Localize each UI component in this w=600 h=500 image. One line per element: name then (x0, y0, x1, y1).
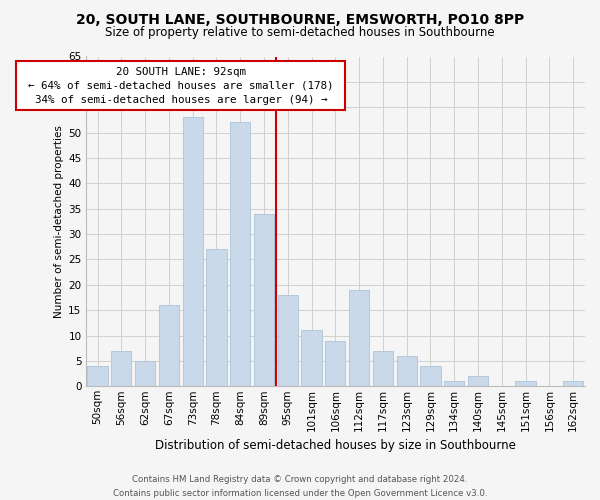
Bar (301, 330, 322, 386)
Text: Size of property relative to semi-detached houses in Southbourne: Size of property relative to semi-detach… (105, 26, 495, 39)
Text: Contains HM Land Registry data © Crown copyright and database right 2024.
Contai: Contains HM Land Registry data © Crown c… (113, 476, 487, 498)
Bar (254, 214, 274, 386)
Bar (88, 366, 107, 386)
Bar (111, 351, 131, 386)
Bar (349, 290, 369, 386)
Bar (397, 356, 417, 386)
Bar (325, 340, 346, 386)
Text: 20 SOUTH LANE: 92sqm  
← 64% of semi-detached houses are smaller (178)
  34% of : 20 SOUTH LANE: 92sqm ← 64% of semi-detac… (22, 66, 340, 104)
Bar (230, 122, 250, 386)
Bar (444, 381, 464, 386)
Bar (373, 351, 393, 386)
Bar (278, 295, 298, 386)
Bar (206, 250, 227, 386)
Bar (135, 361, 155, 386)
Bar (421, 366, 440, 386)
Bar (515, 381, 536, 386)
Bar (159, 305, 179, 386)
Text: 20, SOUTH LANE, SOUTHBOURNE, EMSWORTH, PO10 8PP: 20, SOUTH LANE, SOUTHBOURNE, EMSWORTH, P… (76, 12, 524, 26)
X-axis label: Distribution of semi-detached houses by size in Southbourne: Distribution of semi-detached houses by … (155, 440, 516, 452)
Y-axis label: Number of semi-detached properties: Number of semi-detached properties (54, 125, 64, 318)
Bar (468, 376, 488, 386)
Bar (182, 118, 203, 386)
Bar (563, 381, 583, 386)
